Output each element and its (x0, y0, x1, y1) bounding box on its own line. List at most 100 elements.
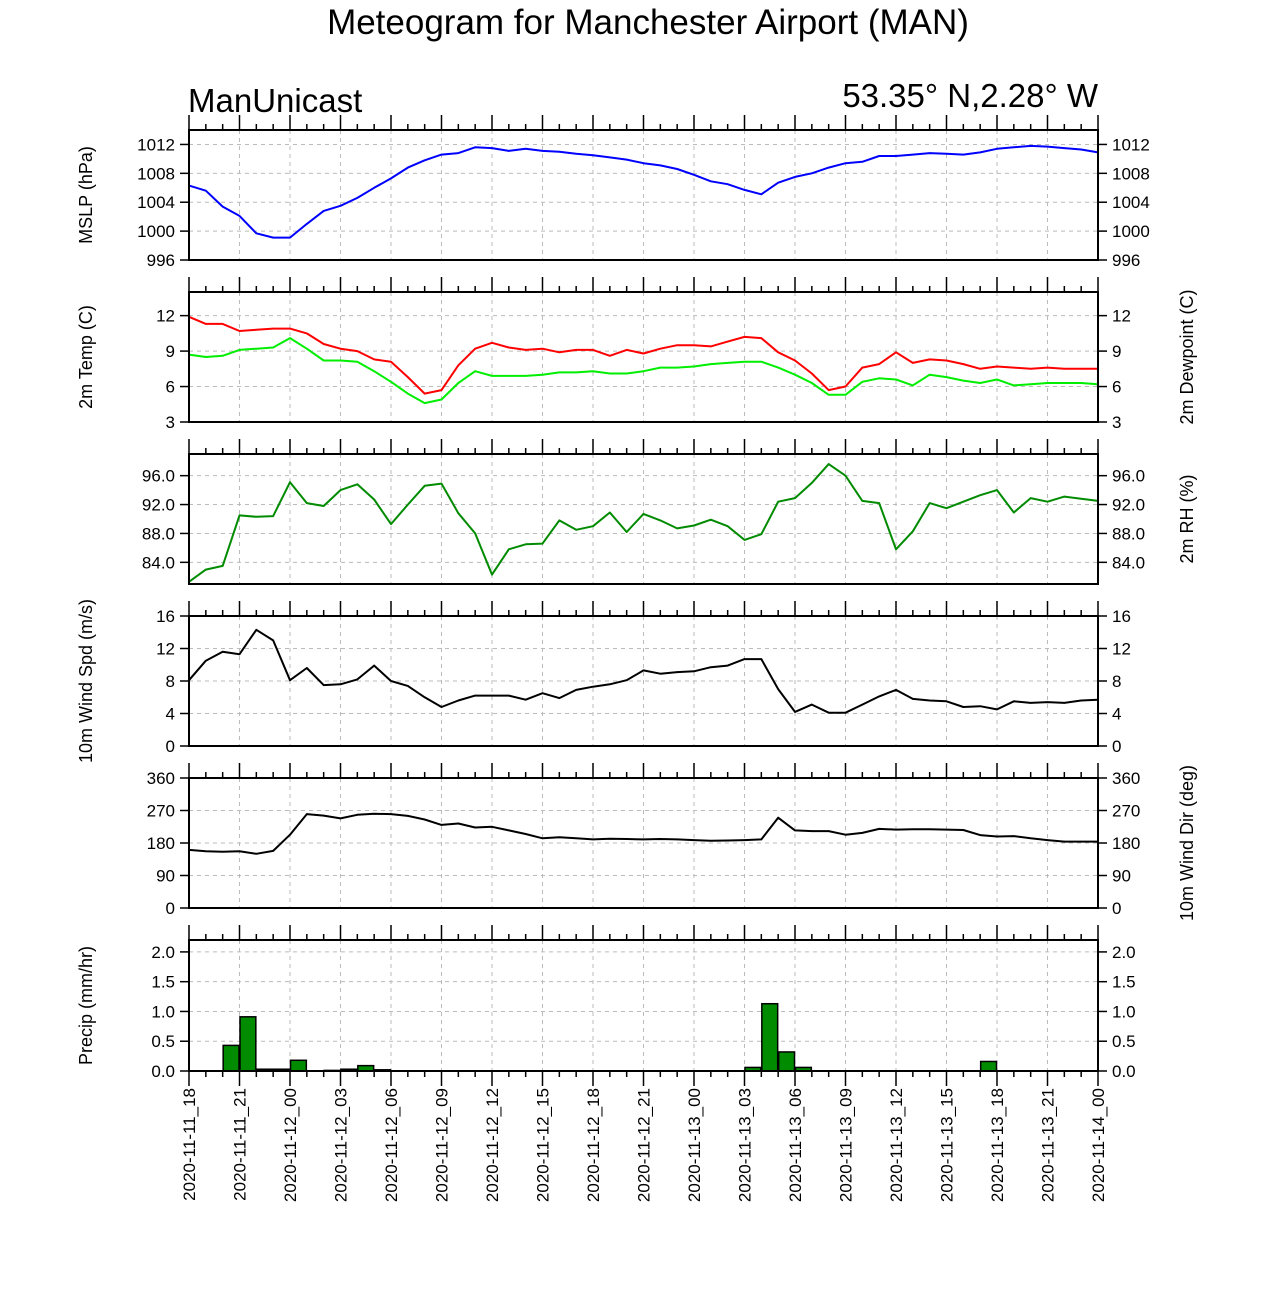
data-point (508, 548, 510, 551)
x-tick-label: 2020-11-13_18 (988, 1088, 1007, 1202)
data-point (491, 573, 493, 576)
y-axis-label-left: Precip (mm/hr) (76, 946, 96, 1065)
x-tick-label: 2020-11-11_18 (180, 1088, 199, 1201)
data-point (575, 153, 577, 155)
data-point (642, 352, 645, 355)
tick-label-left: 2.0 (151, 943, 175, 962)
data-point (996, 708, 998, 711)
tick-label-right: 90 (1112, 867, 1131, 886)
data-point (878, 363, 880, 365)
data-point (1080, 368, 1082, 370)
data-point (642, 513, 645, 515)
tick-label-left: 3 (166, 413, 175, 432)
data-point (541, 542, 544, 545)
tick-label-right: 92.0 (1112, 496, 1145, 515)
data-point (996, 378, 998, 381)
x-tick-label: 2020-11-14_00 (1089, 1088, 1108, 1202)
data-point (760, 838, 763, 841)
tick-label-right: 1000 (1112, 222, 1150, 241)
tick-label-left: 6 (166, 378, 175, 397)
data-point (272, 236, 274, 239)
tick-label-left: 9 (166, 342, 175, 361)
data-point (205, 850, 207, 853)
tick-label-right: 0 (1112, 899, 1121, 918)
data-point (373, 498, 375, 501)
tick-label-left: 96.0 (142, 467, 175, 486)
data-point (524, 698, 527, 701)
data-point (390, 177, 392, 180)
tick-label-right: 4 (1112, 705, 1121, 724)
data-point (945, 153, 948, 155)
data-point (676, 344, 678, 347)
data-point (979, 705, 981, 707)
data-point (827, 711, 830, 714)
data-point (710, 666, 712, 668)
tick-label-right: 270 (1112, 802, 1140, 821)
data-point (945, 507, 948, 510)
data-point (339, 817, 342, 820)
data-point (726, 183, 729, 185)
data-point (895, 689, 897, 691)
data-point (609, 372, 611, 375)
data-point (777, 351, 779, 354)
data-point (306, 813, 308, 815)
data-point (945, 700, 948, 703)
data-point (491, 147, 493, 149)
data-point (306, 667, 308, 669)
data-point (609, 837, 611, 840)
tick-label-left: 16 (156, 607, 175, 626)
data-point (844, 833, 847, 836)
data-point (440, 398, 443, 401)
x-tick-label: 2020-11-12_06 (382, 1088, 401, 1202)
data-point (592, 349, 594, 351)
data-point (339, 205, 342, 207)
data-point (238, 215, 241, 217)
data-point (811, 382, 813, 384)
data-point (541, 373, 544, 376)
data-point (743, 658, 746, 660)
data-point (407, 376, 409, 378)
tick-label-left: 180 (147, 834, 175, 853)
data-point (205, 356, 207, 358)
data-point (558, 351, 561, 354)
data-point (878, 502, 880, 504)
data-point (238, 850, 241, 853)
data-point (962, 500, 965, 503)
data-point (457, 822, 460, 825)
data-point (205, 659, 207, 662)
data-point (625, 838, 628, 840)
data-point (743, 189, 746, 191)
data-point (592, 370, 594, 373)
data-point (407, 503, 409, 506)
tick-label-right: 6 (1112, 378, 1121, 397)
data-point (1013, 366, 1015, 369)
tick-label-right: 12 (1112, 307, 1131, 326)
data-point (524, 148, 527, 150)
data-point (306, 223, 308, 225)
data-point (356, 678, 359, 681)
tick-label-right: 180 (1112, 834, 1140, 853)
data-point (491, 375, 493, 377)
data-point (457, 382, 460, 384)
tick-label-right: 0.0 (1112, 1062, 1136, 1081)
data-point (221, 850, 224, 853)
data-point (1029, 368, 1032, 370)
data-point (794, 176, 796, 178)
data-point (912, 384, 914, 387)
x-tick-label: 2020-11-13_15 (938, 1088, 957, 1202)
data-point (508, 346, 510, 349)
data-point (541, 837, 544, 840)
data-point (996, 365, 998, 368)
data-point (625, 349, 628, 351)
data-point (895, 351, 897, 354)
data-point (221, 565, 224, 567)
data-point (693, 365, 695, 368)
data-point (726, 664, 729, 667)
tick-label-left: 0 (166, 737, 175, 756)
series-rh-0 (188, 463, 1099, 583)
panel-precip: 0.0 0.0 0.5 0.5 1.0 1.0 1.5 1.5 2.0 2.0 Precip (mm… (76, 925, 1136, 1086)
data-point (272, 327, 274, 330)
station-name: ManUnicast (188, 82, 362, 119)
data-point (289, 236, 291, 239)
precip-bar (777, 1051, 796, 1072)
